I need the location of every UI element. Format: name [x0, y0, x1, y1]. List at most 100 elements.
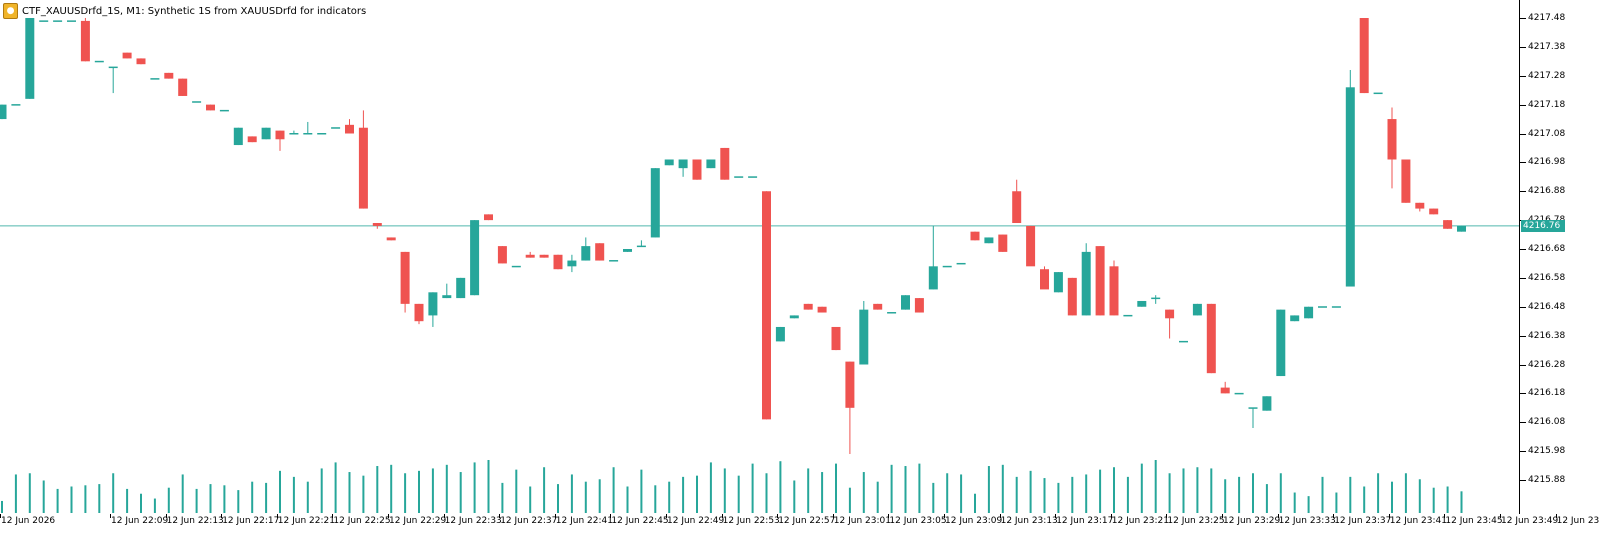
price-tick-label: 4216.48	[1528, 301, 1566, 312]
time-tick-label: 12 Jun 23:05	[889, 516, 947, 526]
candle-body	[1123, 314, 1133, 317]
time-tick-label: 12 Jun 23:09	[945, 516, 1003, 526]
candle-body	[1095, 246, 1105, 316]
candle-body	[928, 266, 938, 290]
candle-body	[1234, 392, 1244, 395]
candle-body	[553, 254, 563, 270]
candle-body	[623, 249, 632, 252]
candle-body	[539, 254, 549, 258]
time-tick-label: 12 Jun 23:37	[1334, 516, 1392, 526]
candle-body	[372, 223, 382, 226]
time-tick-label: 12 Jun 22:49	[667, 516, 725, 526]
time-tick-label: 12 Jun 22:17	[222, 516, 280, 526]
candle-body	[901, 295, 910, 310]
time-tick-label: 12 Jun 22:37	[500, 516, 558, 526]
candle-body	[734, 176, 744, 178]
price-tick	[1520, 18, 1526, 19]
time-tick	[1277, 514, 1279, 518]
candle-body	[748, 176, 758, 178]
candle-body	[1290, 315, 1300, 322]
time-tick	[1500, 514, 1501, 518]
time-tick	[1222, 514, 1223, 518]
candle-body	[692, 159, 702, 180]
candle-body	[1026, 225, 1036, 267]
time-tick	[944, 514, 945, 518]
time-tick	[666, 514, 667, 518]
price-tick	[1520, 306, 1526, 308]
candle-body	[470, 220, 480, 296]
time-tick-label: 12 Jun 23:01	[833, 516, 891, 526]
price-tick-label: 4216.68	[1528, 244, 1566, 254]
candle-body	[39, 20, 49, 22]
candle-body	[192, 101, 202, 103]
time-tick	[888, 514, 890, 518]
candle-body	[859, 309, 869, 365]
candle-body	[1067, 277, 1077, 316]
candle-body	[484, 214, 493, 221]
time-tick-label: 12 Jun 22:45	[611, 516, 669, 526]
price-tick-label: 4217.18	[1528, 99, 1566, 110]
candle-body	[1345, 87, 1355, 287]
price-tick-label: 4216.38	[1528, 330, 1566, 341]
candle-body	[1248, 407, 1258, 409]
candle-body	[1040, 269, 1049, 290]
candle-body	[1220, 387, 1230, 394]
candle-body	[581, 246, 591, 261]
time-tick	[499, 514, 501, 518]
candle-body	[1109, 266, 1119, 316]
time-tick-label: 12 Jun 23:17	[1056, 516, 1114, 526]
candle-body	[1206, 303, 1216, 374]
candle-body	[998, 234, 1008, 252]
chart-header: ● CTF_XAUUSDrfd_1S, M1: Synthetic 1S fro…	[3, 3, 366, 19]
time-tick-label: 12 Jun 22:57	[778, 516, 836, 526]
chart-area[interactable]: ● CTF_XAUUSDrfd_1S, M1: Synthetic 1S fro…	[0, 0, 1520, 514]
candle-body	[136, 58, 146, 65]
time-tick-label: 12 Jun 22:09	[111, 516, 169, 526]
price-tick	[1520, 75, 1526, 77]
candle-body	[1276, 309, 1286, 377]
time-tick	[777, 514, 779, 518]
time-tick	[110, 514, 111, 518]
candle-body	[914, 298, 924, 313]
time-tick-label: 12 Jun 23:49	[1501, 516, 1559, 526]
time-tick-label: 12 Jun 22:33	[444, 516, 502, 526]
price-axis[interactable]: 4217.48 4217.38 4217.28 4217.18 4217.08 4216.…	[1520, 0, 1600, 514]
candle-body	[817, 306, 827, 313]
time-tick	[610, 514, 612, 518]
time-tick-label: 12 Jun 23:53	[1556, 516, 1600, 526]
candle-body	[317, 133, 327, 135]
time-tick	[1333, 514, 1335, 518]
price-chart[interactable]	[0, 0, 1520, 514]
candle-body	[122, 52, 132, 59]
candle-body	[1443, 220, 1453, 229]
time-tick-label: 12 Jun 23:29	[1223, 516, 1281, 526]
candle-body	[303, 133, 313, 135]
candle-body	[150, 78, 160, 80]
candle-body	[1415, 202, 1425, 209]
candle-body	[567, 260, 577, 267]
candle-body	[1012, 191, 1022, 224]
price-tick	[1520, 422, 1526, 424]
time-tick-label: 12 Jun 22:21	[277, 516, 335, 526]
time-tick	[165, 514, 167, 518]
price-tick-label: 4216.98	[1528, 157, 1566, 168]
time-axis[interactable]: 12 Jun 2026 12 Jun 22:09 12 Jun 22:13 12 Ju…	[0, 514, 1600, 538]
candle-body	[261, 127, 271, 140]
time-tick	[1444, 514, 1446, 518]
price-tick-label: 4215.88	[1528, 475, 1566, 485]
candle-body	[762, 191, 771, 420]
candle-body	[386, 237, 396, 241]
price-tick	[1520, 451, 1526, 453]
price-tick-label: 4216.28	[1528, 359, 1566, 370]
time-tick-label: 12 Jun 22:25	[333, 516, 391, 526]
candle-body	[803, 303, 813, 310]
price-tick	[1520, 46, 1526, 48]
candle-body	[1373, 92, 1383, 95]
price-tick	[1520, 162, 1526, 164]
price-tick	[1520, 104, 1526, 106]
candle-body	[358, 127, 368, 209]
candle-body	[1304, 306, 1314, 319]
candle-body	[956, 262, 966, 265]
time-tick-label: 12 Jun 23:45	[1445, 516, 1503, 526]
price-tick	[1520, 393, 1526, 395]
